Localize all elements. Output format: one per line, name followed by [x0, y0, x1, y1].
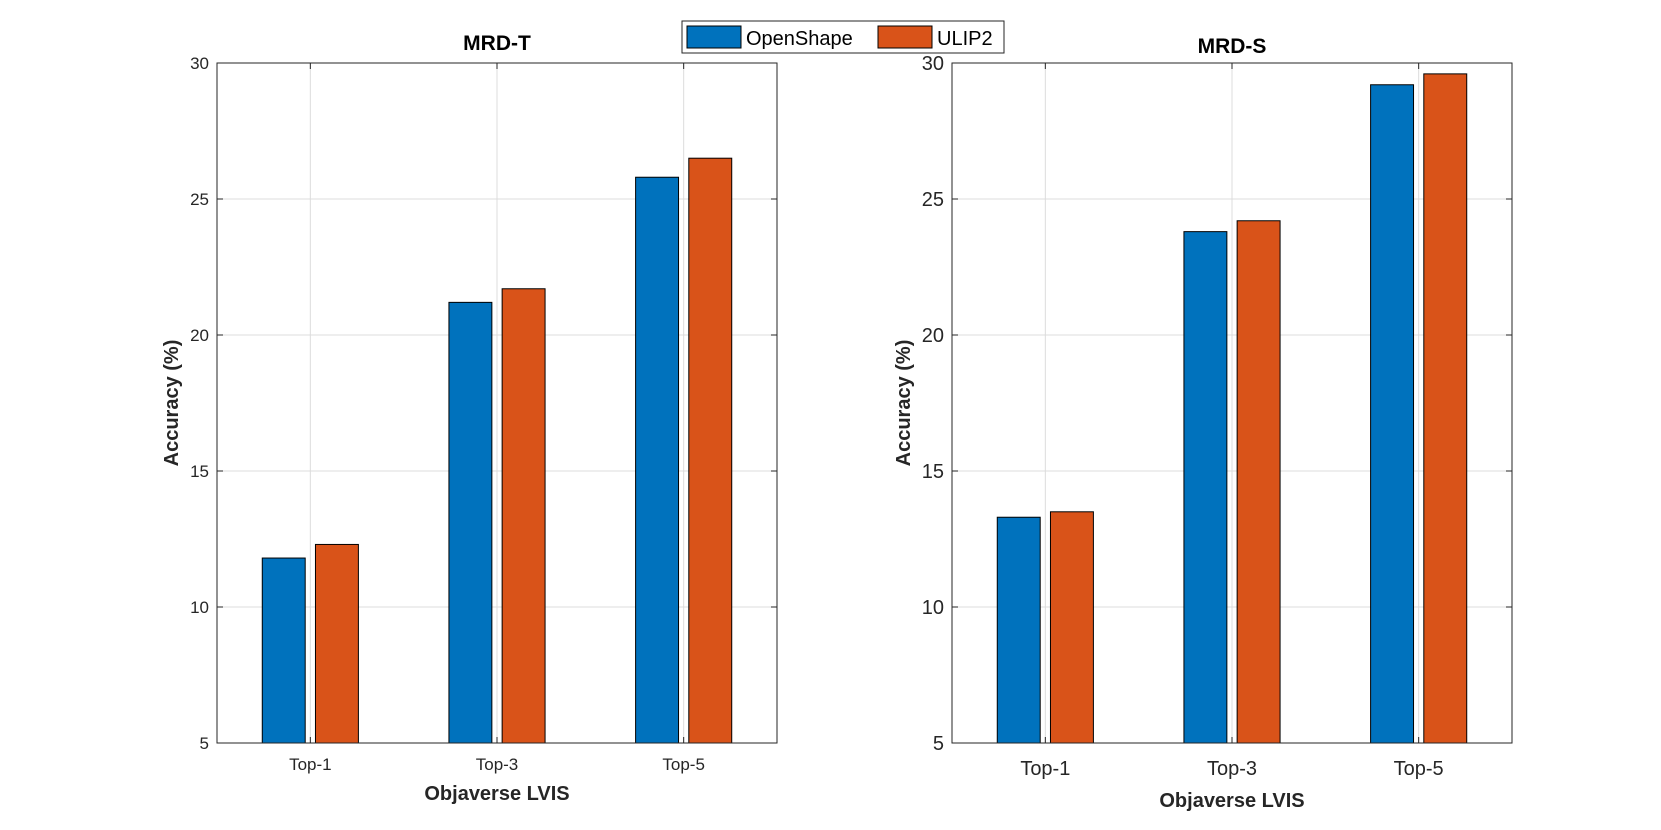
legend-swatch-ulip2 — [877, 25, 933, 49]
bar-openshape-top-3 — [448, 301, 493, 744]
bar-openshape-top-5 — [635, 176, 680, 744]
y-tick-label: 15 — [190, 462, 209, 481]
bar-openshape-top-1 — [996, 516, 1041, 744]
legend-label-openshape: OpenShape — [746, 28, 853, 50]
bar-ulip2-top-1 — [1049, 511, 1094, 744]
chart-title: MRD-T — [463, 32, 531, 55]
y-tick-label: 20 — [190, 326, 209, 345]
y-axis-label: Accuracy (%) — [161, 340, 183, 467]
x-tick-label: Top-5 — [1394, 758, 1444, 780]
bar-ulip2-top-1 — [314, 543, 359, 744]
bar-ulip2-top-3 — [1236, 220, 1281, 744]
chart-0: 5 10 15 20 25 30 Top-1 Top-3 Top-5 MRD-T Objaverse… — [161, 32, 778, 805]
chart-1: 5 10 15 20 25 30 Top-1 Top-3 Top-5 MRD-S Objaverse… — [893, 35, 1513, 812]
x-tick-label: Top-1 — [289, 755, 332, 774]
chart-title: MRD-S — [1198, 35, 1267, 58]
x-tick-label: Top-3 — [476, 755, 519, 774]
y-tick-label: 25 — [922, 189, 944, 211]
legend-label-ulip2: ULIP2 — [937, 28, 993, 50]
y-tick-label: 10 — [922, 597, 944, 619]
y-tick-label: 20 — [922, 325, 944, 347]
bar-openshape-top-3 — [1183, 231, 1228, 744]
y-tick-label: 25 — [190, 190, 209, 209]
x-tick-label: Top-5 — [662, 755, 705, 774]
x-axis-label: Objaverse LVIS — [1159, 790, 1304, 812]
y-tick-label: 10 — [190, 598, 209, 617]
bar-ulip2-top-5 — [1423, 73, 1468, 744]
x-tick-label: Top-1 — [1020, 758, 1070, 780]
x-tick-label: Top-3 — [1207, 758, 1257, 780]
x-axis-label: Objaverse LVIS — [424, 783, 569, 805]
y-tick-label: 5 — [933, 733, 944, 755]
y-tick-label: 15 — [922, 461, 944, 483]
legend: OpenShape ULIP2 — [681, 20, 1005, 54]
charts: 5 10 15 20 25 30 Top-1 Top-3 Top-5 MRD-T Objaverse… — [161, 32, 1513, 812]
bar-ulip2-top-3 — [501, 288, 546, 744]
bar-ulip2-top-5 — [688, 157, 733, 744]
legend-swatch-openshape — [686, 25, 742, 49]
y-tick-label: 30 — [922, 53, 944, 75]
y-tick-label: 30 — [190, 54, 209, 73]
bar-openshape-top-5 — [1370, 84, 1415, 744]
y-axis-label: Accuracy (%) — [893, 340, 915, 467]
y-tick-label: 5 — [200, 734, 209, 753]
bar-openshape-top-1 — [261, 557, 306, 744]
